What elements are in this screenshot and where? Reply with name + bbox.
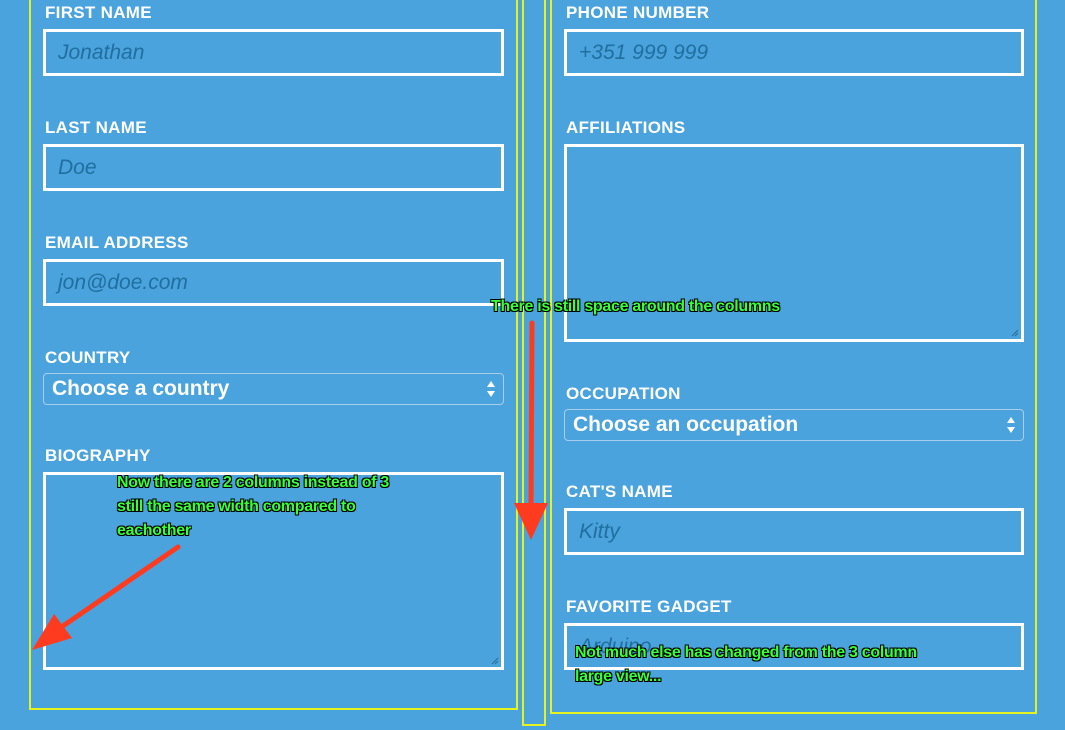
select-arrows-icon [1007, 417, 1015, 433]
last-name-label: LAST NAME [45, 118, 147, 137]
first-name-input[interactable]: Jonathan [43, 29, 504, 76]
right-column-highlight [550, 0, 1037, 714]
country-selected-value: Choose a country [52, 377, 230, 400]
gadget-placeholder: Arduino [579, 634, 652, 658]
biography-textarea[interactable] [43, 472, 504, 670]
affiliations-textarea[interactable] [564, 144, 1024, 342]
email-input[interactable]: jon@doe.com [43, 259, 504, 306]
last-name-input[interactable]: Doe [43, 144, 504, 191]
gutter-note: There is still space around the columns [491, 298, 780, 315]
email-label: EMAIL ADDRESS [45, 233, 189, 252]
country-select[interactable]: Choose a country [43, 373, 504, 405]
first-name-label: FIRST NAME [45, 3, 152, 22]
biography-label: BIOGRAPHY [45, 446, 151, 465]
select-arrows-icon [487, 381, 495, 397]
cat-name-input[interactable]: Kitty [564, 508, 1024, 555]
occupation-label: OCCUPATION [566, 384, 681, 403]
gadget-label: FAVORITE GADGET [566, 597, 732, 616]
resize-grip-icon[interactable] [1011, 329, 1019, 337]
phone-placeholder: +351 999 999 [579, 40, 709, 64]
cat-name-label: CAT'S NAME [566, 482, 673, 501]
occupation-selected-value: Choose an occupation [573, 413, 799, 436]
phone-input[interactable]: +351 999 999 [564, 29, 1024, 76]
occupation-select[interactable]: Choose an occupation [564, 409, 1024, 441]
resize-grip-icon[interactable] [491, 657, 499, 665]
first-name-placeholder: Jonathan [58, 40, 145, 64]
columns-note: Now there are 2 columns instead of 3 sti… [117, 474, 389, 539]
affiliations-label: AFFILIATIONS [566, 118, 686, 137]
left-column-highlight [29, 0, 518, 710]
country-label: COUNTRY [45, 348, 131, 367]
gutter-highlight [522, 0, 546, 726]
email-placeholder: jon@doe.com [58, 270, 188, 294]
last-name-placeholder: Doe [58, 155, 97, 179]
cat-name-placeholder: Kitty [579, 519, 620, 543]
phone-label: PHONE NUMBER [566, 3, 710, 22]
bottom-note: Not much else has changed from the 3 col… [575, 644, 917, 685]
gadget-input[interactable]: Arduino [564, 623, 1024, 670]
